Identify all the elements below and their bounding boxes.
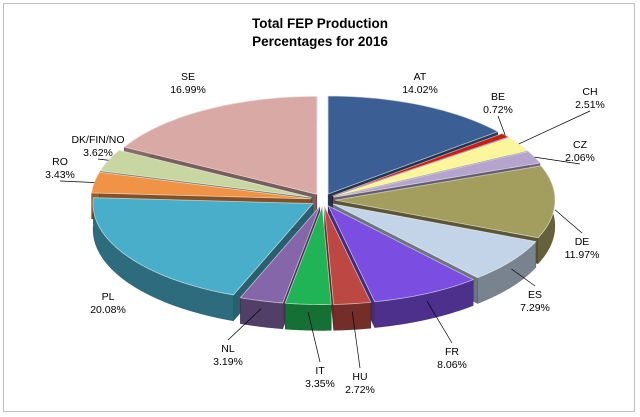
label-fr: FR 8.06% xyxy=(437,346,467,371)
label-ch: CH 2.51% xyxy=(575,86,605,111)
label-cz: CZ 2.06% xyxy=(565,139,595,164)
label-at: AT 14.02% xyxy=(402,71,438,96)
chart-subtitle: Percentages for 2016 xyxy=(252,34,388,49)
leader-ro xyxy=(59,180,95,183)
leader-dk-fin-no xyxy=(97,158,109,161)
leader-nl xyxy=(227,308,262,341)
chart-title: Total FEP Production xyxy=(252,16,388,31)
leader-cz xyxy=(534,156,581,165)
leader-lines xyxy=(59,110,591,369)
slice-fr xyxy=(327,205,475,328)
slice-hu xyxy=(324,206,372,331)
label-se: SE 16.99% xyxy=(170,71,206,96)
label-ro: RO 3.43% xyxy=(45,156,75,181)
label-hu: HU 2.72% xyxy=(345,371,375,396)
label-be: BE 0.72% xyxy=(483,91,513,116)
label-nl: NL 3.19% xyxy=(213,343,243,368)
label-dk-fin-no: DK/FIN/NO 3.62% xyxy=(71,134,124,159)
pie-slices xyxy=(91,95,556,331)
leader-it xyxy=(307,312,321,363)
label-pl: PL 20.08% xyxy=(90,291,126,316)
label-de: DE 11.97% xyxy=(565,236,600,261)
leader-be xyxy=(497,115,506,136)
leader-de xyxy=(554,209,583,234)
leader-fr xyxy=(426,301,453,344)
label-it: IT 3.35% xyxy=(305,365,335,390)
slice-labels: AT 14.02% BE 0.72% CH 2.51% CZ 2.06% DE 11.97% ES 7… xyxy=(45,71,605,396)
leader-ch xyxy=(518,110,591,145)
leader-hu xyxy=(351,311,361,369)
leader-es xyxy=(511,268,536,287)
label-es: ES 7.29% xyxy=(520,289,550,314)
slice-it xyxy=(284,206,332,331)
